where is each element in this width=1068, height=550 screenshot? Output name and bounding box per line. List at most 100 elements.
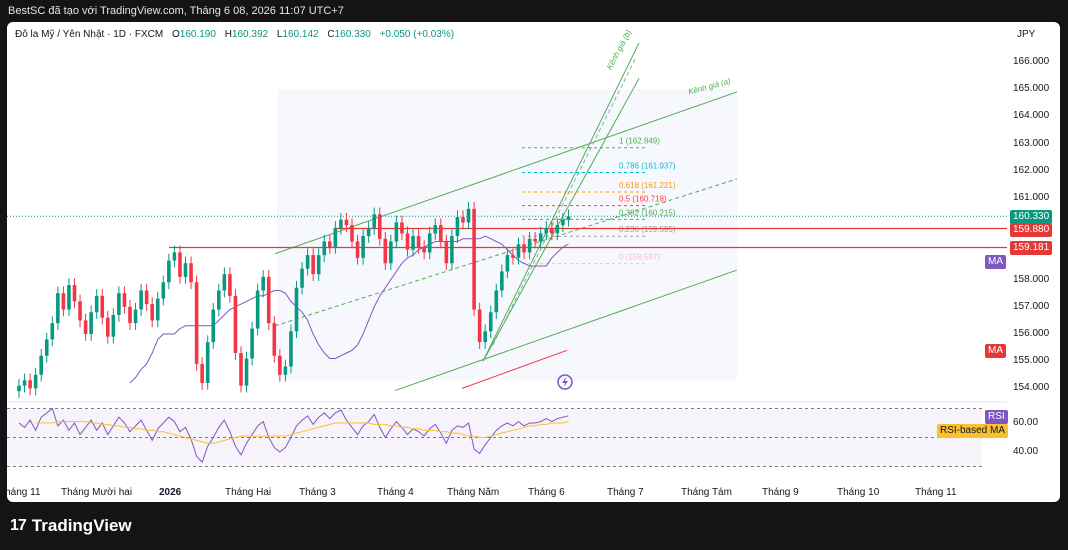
candle-body — [61, 293, 66, 310]
candle-body — [500, 271, 504, 291]
candle-body — [172, 252, 177, 261]
candle-body — [316, 255, 321, 275]
fib-level-label: 0.236 (159.595) — [619, 225, 676, 234]
channel-b-label: Kênh giá (b) — [605, 28, 634, 71]
candle-body — [427, 233, 432, 253]
symbol-name[interactable]: Đô la Mỹ / Yên Nhật · 1D · FXCM — [15, 29, 164, 40]
candle-body — [94, 295, 99, 313]
candle-body — [522, 244, 526, 253]
rsi-line — [18, 407, 569, 464]
candle-body — [28, 380, 32, 389]
candle-body — [122, 293, 127, 307]
time-tick-label: Tháng 3 — [299, 487, 336, 498]
price-chart[interactable]: Kênh giá (a)Kênh giá (b) 1 (162.849)0.78… — [7, 22, 1060, 502]
candle-body — [361, 236, 365, 258]
time-tick-label: Tháng Hai — [225, 487, 272, 498]
candle-body — [372, 214, 376, 228]
candle-body — [33, 374, 38, 389]
channel-fill — [277, 89, 737, 381]
time-tick-label: Tháng 11 — [7, 487, 41, 498]
candle-body — [17, 385, 21, 392]
candle-body — [550, 227, 554, 234]
time-tick-label: Tháng 4 — [377, 487, 414, 498]
candle-body — [233, 295, 238, 354]
candle-body — [117, 293, 121, 315]
candle-body — [461, 217, 465, 223]
fib-level-label: 0 (158.587) — [619, 253, 660, 262]
candle-body — [466, 208, 471, 223]
price-tick-label: 154.000 — [1013, 382, 1050, 394]
close-label: C — [327, 29, 335, 40]
fib-level-label: 0.382 (160.215) — [619, 208, 676, 217]
fib-level-label: 0.786 (161.937) — [619, 162, 676, 171]
candle-body — [389, 241, 393, 264]
candle-body — [483, 331, 487, 343]
candle-body — [106, 317, 110, 337]
time-tick-label: Tháng Tám — [681, 487, 732, 498]
candle-body — [133, 309, 138, 324]
rsi-tag: RSI — [985, 410, 1008, 424]
price-tick-label: 162.000 — [1013, 164, 1050, 176]
candle-body — [405, 233, 410, 250]
candle-body — [538, 233, 543, 242]
candle-body — [111, 314, 116, 337]
candle-body — [422, 246, 426, 253]
channel-a-lower — [394, 269, 738, 392]
high-value: 160.392 — [231, 29, 269, 40]
price-tick-label: 166.000 — [1013, 56, 1050, 67]
red-ma-line — [461, 349, 568, 389]
candle-body — [139, 290, 143, 310]
candle-body — [255, 290, 260, 329]
candle-body — [366, 227, 371, 237]
candle-body — [22, 380, 27, 386]
time-tick-label: Tháng Mười hai — [61, 487, 133, 498]
candle-body — [266, 276, 271, 324]
currency-label[interactable]: JPY — [1017, 29, 1036, 40]
tradingview-logo-icon: 17 — [10, 517, 27, 534]
lightning-icon-bolt — [562, 377, 568, 387]
candle-body — [67, 285, 71, 310]
candle-body — [527, 238, 532, 253]
high-label: H — [224, 29, 232, 40]
candle-body — [150, 304, 154, 321]
candle-body — [161, 282, 166, 299]
tradingview-brand[interactable]: 17 TradingView — [10, 516, 132, 536]
candle-body — [322, 241, 327, 256]
candle-body — [350, 225, 354, 242]
candle-body — [544, 227, 549, 234]
candle-body — [228, 274, 232, 296]
time-tick-label: Tháng 9 — [762, 487, 799, 498]
candle-body — [344, 219, 349, 226]
channel-b-upper — [482, 42, 640, 362]
candle-body — [39, 355, 43, 375]
fib-level-label: 0.5 (160.718) — [619, 195, 667, 204]
candle-body — [144, 290, 149, 305]
candle-body — [444, 241, 449, 264]
rsi-tick-label: 60.00 — [1013, 417, 1039, 428]
price-tick-label: 161.000 — [1013, 192, 1050, 203]
candle-body — [272, 323, 277, 356]
candle-body — [488, 312, 493, 332]
candle-body — [194, 282, 199, 364]
candle-body — [355, 241, 360, 258]
candle-body — [328, 241, 332, 247]
candle-body — [167, 260, 171, 283]
candle-body — [250, 328, 254, 359]
price-tick-label: 155.000 — [1013, 355, 1050, 367]
candle-body — [416, 236, 421, 247]
close-value: 160.330 — [334, 29, 371, 40]
candle-body — [283, 366, 288, 375]
candle-body — [439, 225, 443, 242]
candle-body — [433, 225, 438, 234]
candle-body — [289, 331, 293, 367]
time-tick-label: Tháng 11 — [915, 487, 957, 498]
chart-panel[interactable]: Kênh giá (a) Kênh giá (b) 1 (162.849) 0.78… — [7, 22, 1060, 502]
candle-body — [555, 225, 560, 234]
candle-body — [450, 236, 454, 264]
price-tick-label: 157.000 — [1013, 300, 1050, 312]
candle-body — [511, 255, 515, 258]
lightning-icon — [557, 374, 573, 390]
rsi-tick-label: 40.00 — [1013, 446, 1039, 457]
price-tick-label: 163.000 — [1013, 137, 1050, 149]
candle-body — [339, 219, 343, 228]
